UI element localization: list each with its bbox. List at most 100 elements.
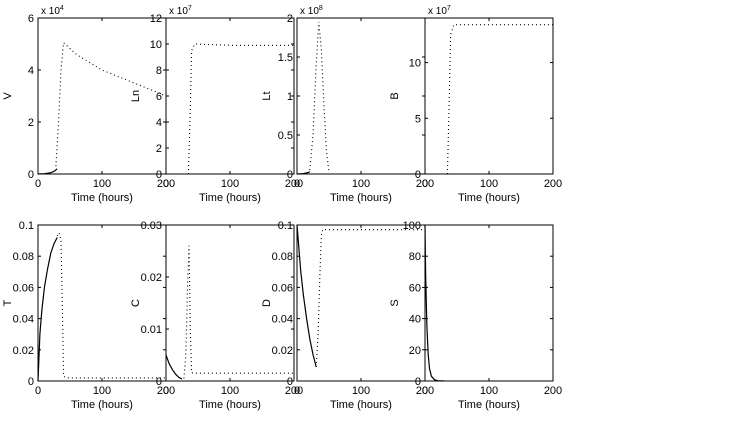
y-tick-label: 0.04 — [13, 314, 34, 326]
y-tick-label: 0 — [415, 169, 421, 181]
y-axis-label: Ln — [130, 90, 142, 102]
y-tick-label: 8 — [156, 65, 162, 77]
y-tick-label: 0.06 — [13, 282, 34, 294]
y-tick-label: 2 — [287, 13, 293, 25]
axes-box — [296, 17, 426, 175]
series-line-solid — [165, 354, 183, 380]
x-tick-label: 200 — [544, 385, 562, 397]
x-axis-label: Time (hours) — [330, 399, 392, 411]
y-tick-label: 100 — [403, 220, 421, 232]
x-axis-label: Time (hours) — [330, 192, 392, 204]
axes-box — [165, 224, 295, 382]
y-tick-label: 0 — [28, 376, 34, 388]
x-tick-label: 200 — [285, 385, 303, 397]
y-tick-label: 0.08 — [13, 251, 34, 263]
y-tick-label: 12 — [150, 13, 162, 25]
x-tick-label: 100 — [352, 178, 370, 190]
x-tick-label: 0 — [35, 385, 41, 397]
y-tick-label: 2 — [28, 117, 34, 129]
y-tick-label: 1 — [287, 91, 293, 103]
y-tick-label: 0 — [287, 376, 293, 388]
y-tick-label: 0 — [415, 376, 421, 388]
y-tick-label: 0 — [287, 169, 293, 181]
y-axis-label: D — [261, 299, 273, 307]
y-tick-label: 80 — [409, 251, 421, 263]
axes-box — [424, 17, 554, 175]
axes-box — [37, 224, 167, 382]
series-line-dotted — [446, 24, 553, 175]
x-tick-label: 0 — [294, 385, 300, 397]
y-multiplier: x 107 — [169, 5, 192, 17]
x-tick-label: 100 — [480, 385, 498, 397]
y-tick-label: 0.06 — [272, 282, 293, 294]
x-axis-label: Time (hours) — [71, 192, 133, 204]
series-line-solid — [37, 168, 58, 175]
y-axis-label: V — [2, 92, 14, 100]
x-tick-label: 0 — [422, 385, 428, 397]
y-tick-label: 0.01 — [141, 324, 162, 336]
x-tick-label: 200 — [544, 178, 562, 190]
x-tick-label: 100 — [221, 178, 239, 190]
y-tick-label: 0.04 — [272, 314, 293, 326]
y-axis-label: Lt — [261, 91, 273, 100]
x-axis-label: Time (hours) — [199, 192, 261, 204]
series-line-solid — [37, 237, 58, 382]
y-tick-label: 0.02 — [141, 272, 162, 284]
x-tick-label: 100 — [93, 178, 111, 190]
series-line-solid — [424, 224, 445, 382]
series-line-dotted — [55, 41, 167, 167]
y-tick-label: 0.02 — [272, 345, 293, 357]
y-tick-label: 40 — [409, 314, 421, 326]
x-tick-label: 100 — [480, 178, 498, 190]
y-tick-label: 10 — [409, 58, 421, 70]
y-tick-label: 0 — [28, 169, 34, 181]
x-tick-label: 200 — [157, 385, 175, 397]
x-tick-label: 200 — [416, 178, 434, 190]
x-tick-label: 200 — [285, 178, 303, 190]
axes-box — [424, 224, 554, 382]
y-tick-label: 0.1 — [278, 220, 293, 232]
y-multiplier: x 104 — [41, 5, 64, 17]
y-tick-label: 20 — [409, 345, 421, 357]
y-multiplier: x 107 — [428, 5, 451, 17]
y-tick-label: 0.1 — [19, 220, 34, 232]
y-axis-label: B — [389, 92, 401, 99]
x-tick-label: 100 — [93, 385, 111, 397]
y-tick-label: 60 — [409, 282, 421, 294]
x-tick-label: 0 — [163, 178, 169, 190]
x-tick-label: 0 — [422, 178, 428, 190]
y-tick-label: 10 — [150, 39, 162, 51]
y-axis-label: S — [389, 299, 401, 306]
x-tick-label: 0 — [163, 385, 169, 397]
y-tick-label: 2 — [156, 143, 162, 155]
x-axis-label: Time (hours) — [71, 399, 133, 411]
y-tick-label: 4 — [28, 65, 34, 77]
axes-box — [37, 17, 167, 175]
x-axis-label: Time (hours) — [199, 399, 261, 411]
y-tick-label: 1.5 — [278, 52, 293, 64]
series-line-solid — [296, 224, 317, 368]
series-line-dotted — [187, 43, 294, 175]
series-line-solid — [296, 171, 311, 175]
x-axis-label: Time (hours) — [458, 192, 520, 204]
y-tick-label: 0 — [156, 376, 162, 388]
y-tick-label: 5 — [415, 113, 421, 125]
axes-box — [296, 224, 426, 382]
series-line-dotted — [56, 231, 166, 379]
x-tick-label: 200 — [416, 385, 434, 397]
x-tick-label: 100 — [352, 385, 370, 397]
x-tick-label: 0 — [294, 178, 300, 190]
y-tick-label: 0 — [156, 169, 162, 181]
x-tick-label: 0 — [35, 178, 41, 190]
y-tick-label: 0.02 — [13, 345, 34, 357]
y-axis-label: C — [130, 299, 142, 307]
y-tick-label: 0.03 — [141, 220, 162, 232]
